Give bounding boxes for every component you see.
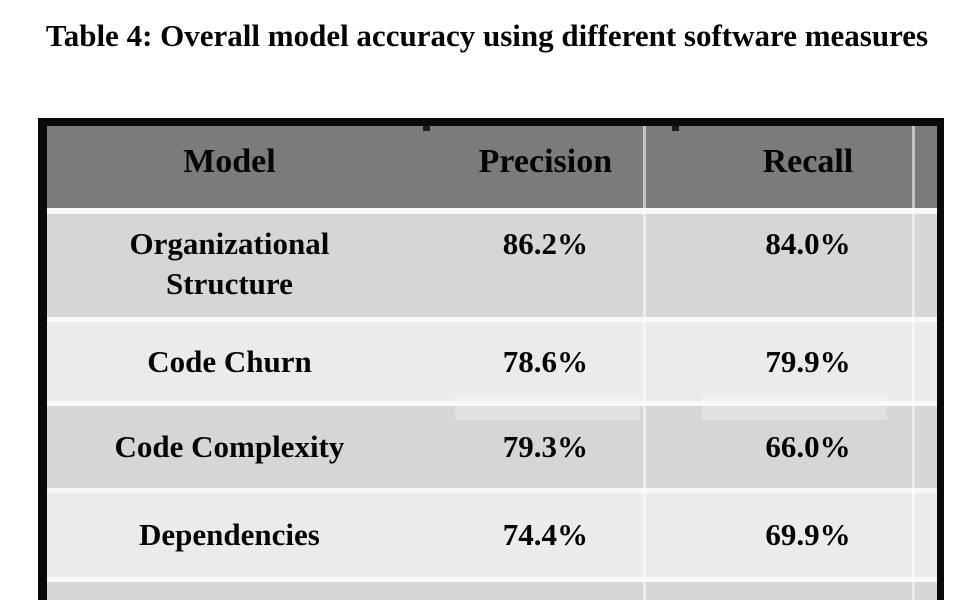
table-row: Organizational Structure 86.2% 84.0% [47,214,937,317]
table-row: Code Complexity 79.3% 66.0% [47,406,937,488]
accuracy-table: Model Precision Recall Organizational St… [38,118,944,600]
column-header-recall: Recall [762,143,854,181]
precision-value-cell: 74.4% [502,517,589,553]
recall-value-cell: 84.0% [765,226,851,261]
precision-value-cell: 79.3% [502,429,589,465]
column-header-model: Model [183,143,276,181]
recall-value-cell: 66.0% [765,429,851,465]
model-name-cell: Organizational Structure [129,226,330,301]
recall-value-cell: 69.9% [765,517,851,553]
precision-value-cell: 86.2% [502,226,589,261]
table-header-row: Model Precision Recall [47,126,937,208]
recall-value-cell: 79.9% [765,343,851,379]
model-name-cell: Code Churn [147,343,312,379]
model-name-cell: Dependencies [139,517,320,553]
model-name-cell: Code Complexity [114,429,345,465]
table-caption: Table 4: Overall model accuracy using di… [45,18,929,53]
table-row-partial [47,582,937,600]
table-row: Dependencies 74.4% 69.9% [47,493,937,577]
column-header-precision: Precision [478,143,613,181]
table-row: Code Churn 78.6% 79.9% [47,322,937,401]
precision-value-cell: 78.6% [502,343,589,379]
